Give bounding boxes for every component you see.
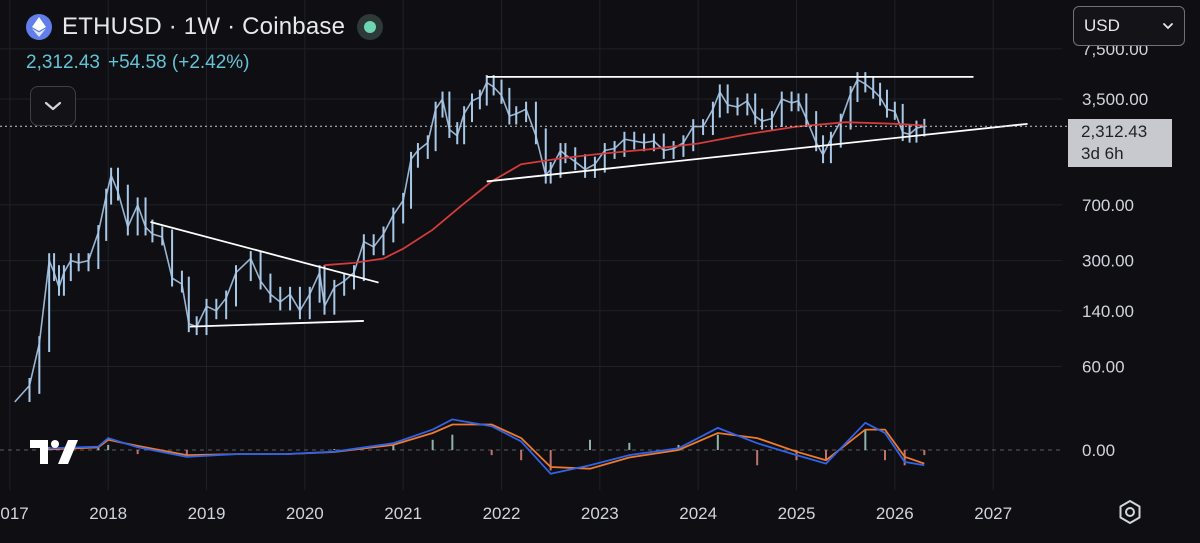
symbol-title[interactable]: ETHUSD · 1W · Coinbase bbox=[62, 13, 346, 40]
x-tick-label: 2023 bbox=[581, 504, 619, 523]
y-tick-label: 140.00 bbox=[1082, 302, 1134, 321]
last-price-label-value: 2,312.43 bbox=[1081, 122, 1148, 141]
market-status-dot-icon[interactable] bbox=[357, 14, 384, 40]
currency-select[interactable]: USD bbox=[1073, 6, 1185, 46]
x-tick-label: 2020 bbox=[286, 504, 324, 523]
chevron-down-icon bbox=[1163, 23, 1173, 30]
x-tick-label: 2027 bbox=[974, 504, 1012, 523]
x-tick-label: 2019 bbox=[188, 504, 226, 523]
macd-zero-label: 0.00 bbox=[1082, 441, 1115, 460]
x-tick-label: 2017 bbox=[0, 504, 29, 523]
currency-label: USD bbox=[1084, 16, 1120, 35]
collapse-legend-button[interactable] bbox=[30, 86, 76, 126]
y-tick-label: 3,500.00 bbox=[1082, 90, 1148, 109]
price-series-line bbox=[14, 78, 925, 403]
symbol-header: ETHUSD · 1W · Coinbase bbox=[26, 10, 384, 44]
price-change: +54.58 (+2.42%) bbox=[107, 52, 250, 73]
trendline bbox=[150, 221, 379, 284]
last-price: 2,312.43 bbox=[26, 52, 100, 73]
bar-countdown: 3d 6h bbox=[1081, 144, 1124, 163]
tradingview-logo-icon[interactable] bbox=[30, 438, 78, 471]
price-quote: 2,312.43 +54.58 (+2.42%) bbox=[26, 52, 250, 74]
x-tick-label: 2024 bbox=[679, 504, 717, 523]
x-tick-label: 2025 bbox=[778, 504, 816, 523]
y-tick-label: 60.00 bbox=[1082, 358, 1125, 377]
moving-average-line bbox=[324, 121, 925, 267]
trendline bbox=[486, 122, 1028, 183]
y-tick-label: 300.00 bbox=[1082, 252, 1134, 271]
x-tick-label: 2018 bbox=[89, 504, 127, 523]
chevron-down-icon bbox=[44, 101, 62, 111]
macd-line bbox=[49, 418, 925, 475]
last-price-label: 2,312.43 3d 6h bbox=[1068, 119, 1172, 167]
gear-icon[interactable] bbox=[1116, 498, 1144, 526]
y-tick-label: 700.00 bbox=[1082, 196, 1134, 215]
x-tick-label: 2022 bbox=[483, 504, 521, 523]
trendline bbox=[189, 320, 364, 328]
x-tick-label: 2026 bbox=[876, 504, 914, 523]
ethereum-icon bbox=[26, 14, 52, 40]
macd-signal-line bbox=[49, 423, 925, 470]
x-tick-label: 2021 bbox=[384, 504, 422, 523]
